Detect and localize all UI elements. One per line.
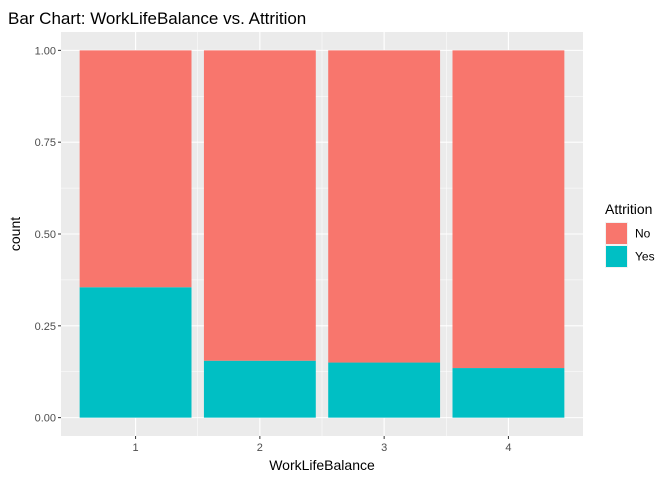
x-tick-label: 1 xyxy=(133,442,139,454)
bar-yes-1 xyxy=(79,287,192,418)
x-tick-label: 3 xyxy=(381,442,387,454)
legend: Attrition No Yes xyxy=(605,201,655,268)
legend-title: Attrition xyxy=(605,201,652,217)
legend-swatch-no xyxy=(606,223,627,244)
legend-swatch-yes xyxy=(606,246,627,267)
x-axis: 1 2 3 4 xyxy=(133,436,511,454)
bar-no-3 xyxy=(328,50,441,363)
y-tick-label: 0.50 xyxy=(35,229,56,241)
x-tick-label: 2 xyxy=(257,442,263,454)
bar-no-4 xyxy=(452,50,565,369)
bar-yes-2 xyxy=(203,360,316,418)
legend-label-yes: Yes xyxy=(635,250,655,264)
y-axis-title: count xyxy=(7,217,23,251)
legend-label-no: No xyxy=(635,227,651,241)
y-tick-label: 0.25 xyxy=(35,321,56,333)
y-tick-label: 0.00 xyxy=(35,413,56,425)
y-tick-label: 0.75 xyxy=(35,137,56,149)
x-tick-label: 4 xyxy=(505,442,511,454)
bar-no-2 xyxy=(203,50,316,361)
y-tick-label: 1.00 xyxy=(35,45,56,57)
y-axis: 0.00 0.25 0.50 0.75 1.00 xyxy=(35,45,61,425)
bars xyxy=(79,50,565,418)
x-axis-title: WorkLifeBalance xyxy=(269,457,375,473)
chart-title: Bar Chart: WorkLifeBalance vs. Attrition xyxy=(8,9,306,28)
bar-yes-3 xyxy=(328,362,441,418)
bar-no-1 xyxy=(79,50,192,288)
bar-yes-4 xyxy=(452,368,565,418)
